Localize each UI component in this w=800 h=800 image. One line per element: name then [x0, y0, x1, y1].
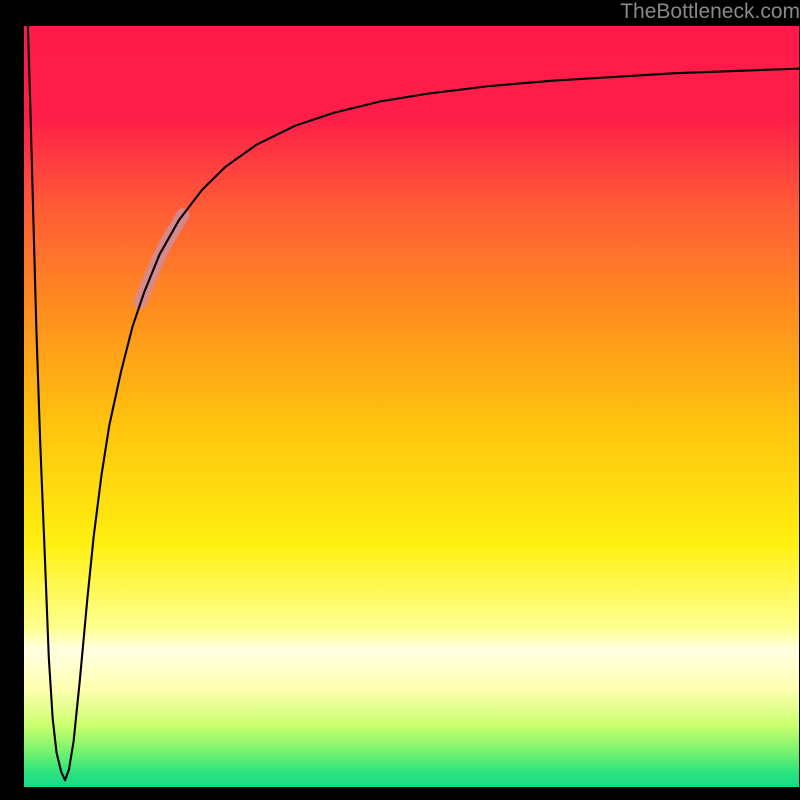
curve-layer: [24, 26, 799, 787]
plot-area: [24, 26, 799, 787]
watermark-text: TheBottleneck.com: [620, 0, 800, 24]
chart-frame: [0, 0, 800, 800]
main-curve: [28, 26, 799, 780]
highlight-segment: [140, 215, 183, 303]
